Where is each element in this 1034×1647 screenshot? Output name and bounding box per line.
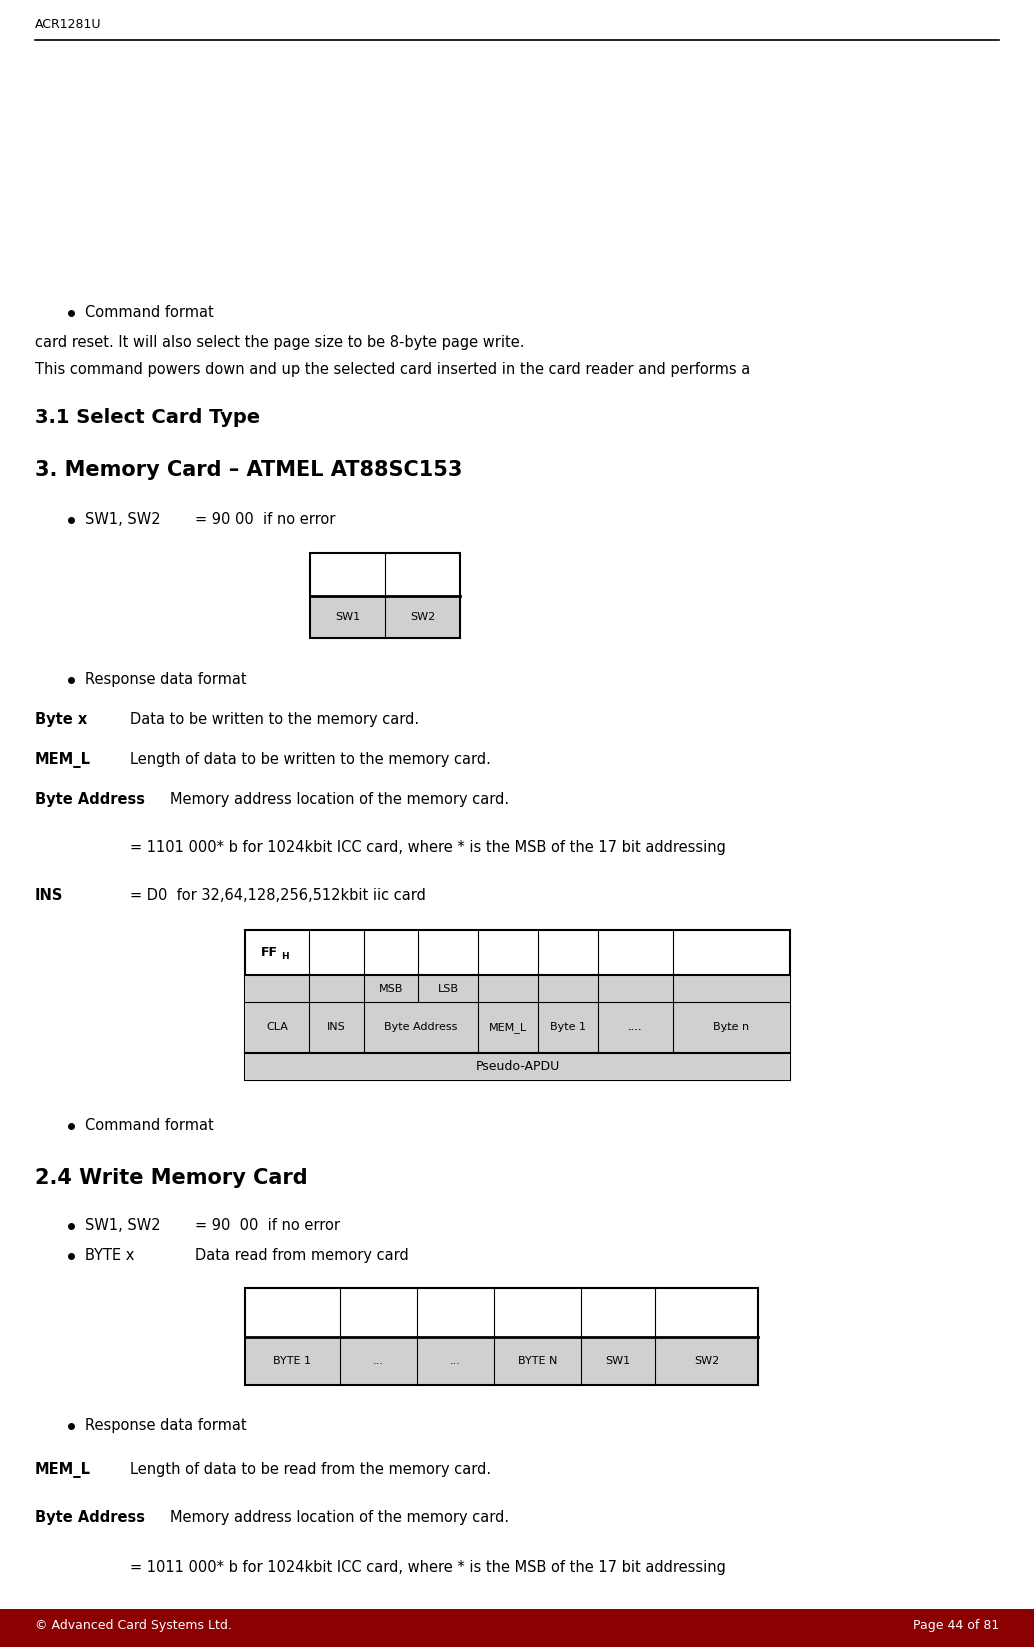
Text: © Advanced Card Systems Ltd.: © Advanced Card Systems Ltd. [35, 1619, 232, 1632]
Bar [310, 553, 460, 637]
Text: = 1011 000* b for 1024kbit ICC card, where * is the MSB of the 17 bit addressing: = 1011 000* b for 1024kbit ICC card, whe… [130, 1560, 726, 1575]
Text: MEM_L: MEM_L [35, 1463, 91, 1477]
Text: Length of data to be written to the memory card.: Length of data to be written to the memo… [130, 753, 491, 768]
Text: = 90 00  if no error: = 90 00 if no error [195, 512, 335, 527]
Bar [310, 596, 460, 637]
Text: ...: ... [450, 1355, 461, 1365]
Text: Command format: Command format [85, 1118, 214, 1133]
Text: Byte Address: Byte Address [35, 1510, 145, 1525]
Text: MSB: MSB [378, 983, 403, 993]
Text: Memory address location of the memory card.: Memory address location of the memory ca… [170, 1510, 509, 1525]
Text: INS: INS [35, 888, 63, 903]
Bar [245, 975, 790, 1001]
Text: ...: ... [373, 1355, 384, 1365]
Text: = D0  for 32,64,128,256,512kbit iic card: = D0 for 32,64,128,256,512kbit iic card [130, 888, 426, 903]
Bar [245, 931, 790, 1080]
Text: SW1, SW2: SW1, SW2 [85, 512, 160, 527]
Bar [245, 1001, 790, 1052]
Text: Byte Address: Byte Address [385, 1023, 458, 1033]
Text: Byte n: Byte n [713, 1023, 750, 1033]
Text: CLA: CLA [266, 1023, 288, 1033]
Text: Data to be written to the memory card.: Data to be written to the memory card. [130, 712, 419, 726]
Text: LSB: LSB [437, 983, 459, 993]
Text: Byte 1: Byte 1 [550, 1023, 586, 1033]
Bar [245, 1288, 758, 1385]
Text: SW1: SW1 [335, 611, 360, 623]
Bar [245, 1336, 758, 1385]
Text: Memory address location of the memory card.: Memory address location of the memory ca… [170, 792, 509, 807]
Text: Response data format: Response data format [85, 1418, 247, 1433]
Text: Data read from memory card: Data read from memory card [195, 1248, 408, 1263]
Text: Byte Address: Byte Address [35, 792, 145, 807]
Text: 2.4 Write Memory Card: 2.4 Write Memory Card [35, 1168, 308, 1187]
Text: BYTE 1: BYTE 1 [273, 1355, 311, 1365]
Text: FF: FF [261, 945, 278, 959]
Text: ....: .... [629, 1023, 643, 1033]
Text: BYTE x: BYTE x [85, 1248, 134, 1263]
Text: card reset. It will also select the page size to be 8-byte page write.: card reset. It will also select the page… [35, 334, 524, 351]
Bar [245, 1052, 790, 1080]
Text: = 1101 000* b for 1024kbit ICC card, where * is the MSB of the 17 bit addressing: = 1101 000* b for 1024kbit ICC card, whe… [130, 840, 726, 855]
Text: Page 44 of 81: Page 44 of 81 [913, 1619, 999, 1632]
Text: BYTE N: BYTE N [518, 1355, 557, 1365]
Text: INS: INS [327, 1023, 346, 1033]
Text: This command powers down and up the selected card inserted in the card reader an: This command powers down and up the sele… [35, 362, 751, 377]
Text: 3. Memory Card – ATMEL AT88SC153: 3. Memory Card – ATMEL AT88SC153 [35, 460, 462, 479]
Text: SW2: SW2 [409, 611, 435, 623]
Text: Command format: Command format [85, 305, 214, 320]
Text: 3.1 Select Card Type: 3.1 Select Card Type [35, 408, 261, 427]
Text: ....: .... [629, 1023, 643, 1033]
Text: H: H [281, 952, 288, 960]
Text: = 90  00  if no error: = 90 00 if no error [195, 1219, 340, 1234]
Bar [0, 1609, 1034, 1647]
Text: Byte x: Byte x [35, 712, 87, 726]
Text: SW1, SW2: SW1, SW2 [85, 1219, 160, 1234]
Text: MEM_L: MEM_L [489, 1023, 527, 1033]
Text: MEM_L: MEM_L [35, 753, 91, 768]
Text: SW1: SW1 [606, 1355, 631, 1365]
Text: Pseudo-APDU: Pseudo-APDU [476, 1061, 559, 1072]
Text: Length of data to be read from the memory card.: Length of data to be read from the memor… [130, 1463, 491, 1477]
Text: ....: .... [724, 1023, 738, 1033]
Text: Response data format: Response data format [85, 672, 247, 687]
Text: ACR1281U: ACR1281U [35, 18, 101, 31]
Text: SW2: SW2 [694, 1355, 720, 1365]
